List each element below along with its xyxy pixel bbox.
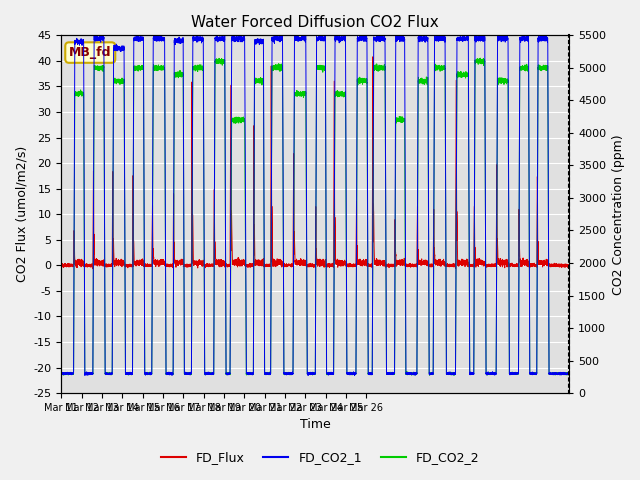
- Y-axis label: CO2 Concentration (ppm): CO2 Concentration (ppm): [612, 134, 625, 295]
- Text: MB_fd: MB_fd: [69, 46, 111, 59]
- Legend: FD_Flux, FD_CO2_1, FD_CO2_2: FD_Flux, FD_CO2_1, FD_CO2_2: [156, 446, 484, 469]
- Y-axis label: CO2 Flux (umol/m2/s): CO2 Flux (umol/m2/s): [15, 146, 28, 282]
- X-axis label: Time: Time: [300, 419, 331, 432]
- Title: Water Forced Diffusion CO2 Flux: Water Forced Diffusion CO2 Flux: [191, 15, 439, 30]
